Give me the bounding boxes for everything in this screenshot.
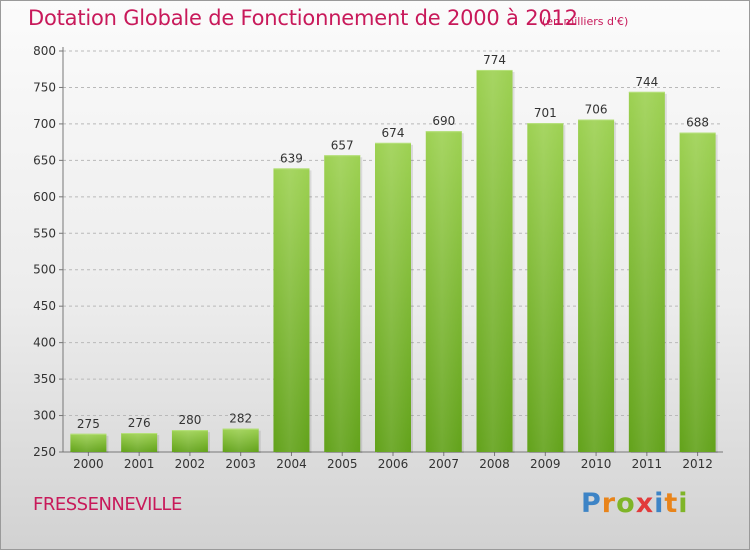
data-label: 690 [432, 114, 455, 128]
bar-highlight [222, 428, 259, 452]
logo-letter: x [635, 488, 655, 519]
y-tick-label: 600 [33, 190, 56, 204]
logo-letter: o [616, 488, 636, 519]
data-label: 275 [77, 417, 100, 431]
y-tick-label: 550 [33, 226, 56, 240]
logo-letter: r [601, 488, 617, 519]
bar-highlight [476, 69, 513, 452]
y-tick-label: 700 [33, 117, 56, 131]
x-tick-label: 2009 [530, 457, 561, 471]
logo-letter: i [678, 488, 689, 519]
x-tick-label: 2005 [327, 457, 358, 471]
y-tick-label: 350 [33, 372, 56, 386]
y-tick-label: 250 [33, 445, 56, 459]
y-tick-label: 300 [33, 409, 56, 423]
y-tick-label: 650 [33, 153, 56, 167]
y-tick-label: 800 [33, 44, 56, 58]
x-tick-label: 2010 [581, 457, 612, 471]
x-tick-label: 2002 [175, 457, 206, 471]
y-tick-label: 750 [33, 80, 56, 94]
x-tick-label: 2003 [225, 457, 256, 471]
x-tick-label: 2006 [378, 457, 409, 471]
bar-highlight [70, 433, 107, 452]
y-tick-label: 400 [33, 336, 56, 350]
data-label: 674 [382, 126, 405, 140]
data-label: 706 [585, 103, 608, 117]
commune-name: FRESSENNEVILLE [33, 494, 182, 515]
bar-highlight [324, 155, 361, 452]
data-label: 744 [635, 75, 658, 89]
x-tick-label: 2011 [632, 457, 663, 471]
logo-letter: i [654, 488, 665, 519]
x-tick-label: 2004 [276, 457, 307, 471]
data-label: 276 [128, 416, 151, 430]
data-label: 701 [534, 106, 557, 120]
bars [70, 69, 718, 454]
proxiti-logo: Proxiti [581, 488, 689, 519]
data-label: 639 [280, 151, 303, 165]
x-tick-label: 2008 [479, 457, 510, 471]
chart-title: Dotation Globale de Fonctionnement de 20… [28, 6, 578, 30]
bar-highlight [578, 119, 615, 452]
bar-highlight [679, 132, 716, 452]
y-tick-label: 450 [33, 299, 56, 313]
x-tick-label: 2007 [428, 457, 459, 471]
bar-highlight [171, 430, 208, 452]
data-label: 774 [483, 53, 506, 67]
data-label: 282 [229, 412, 252, 426]
y-tick-label: 500 [33, 263, 56, 277]
data-label: 280 [178, 413, 201, 427]
data-label: 657 [331, 138, 354, 152]
bar-highlight [273, 168, 310, 452]
bar-highlight [527, 123, 564, 453]
logo-letter: t [664, 488, 679, 519]
x-tick-label: 2012 [682, 457, 713, 471]
labels: 250 300 350 400 450 500 550 600 650 700 750 800 2000… [33, 44, 713, 471]
x-tick-label: 2000 [73, 457, 104, 471]
bar-highlight [628, 91, 665, 452]
logo-letter: P [581, 488, 602, 519]
x-tick-label: 2001 [124, 457, 155, 471]
bar-highlight [375, 142, 411, 452]
unit-label: (en milliers d'€) [542, 15, 629, 28]
bar-highlight [121, 433, 158, 452]
bar-highlight [425, 131, 462, 452]
data-label: 688 [686, 116, 709, 130]
